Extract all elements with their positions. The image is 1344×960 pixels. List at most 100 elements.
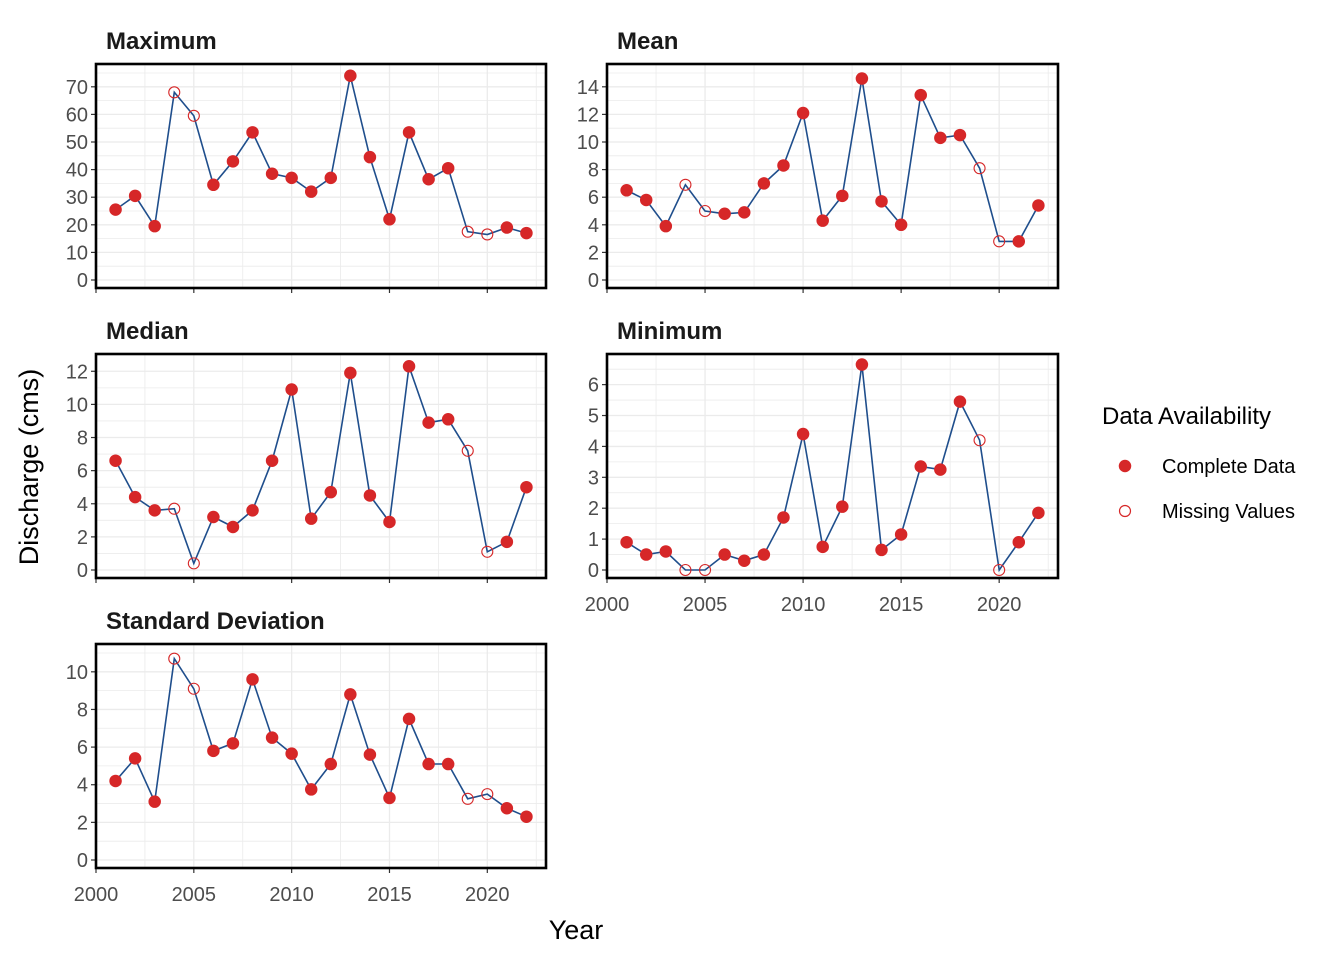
data-point-complete	[109, 203, 122, 216]
panel-border	[94, 352, 548, 580]
gridlines	[607, 354, 1058, 578]
y-tick-label: 60	[66, 104, 88, 126]
legend-label-missing-values: Missing Values	[1162, 501, 1295, 523]
y-tick-label: 14	[577, 77, 599, 99]
data-point-complete	[402, 712, 416, 726]
gridlines	[96, 64, 546, 288]
data-point-missing	[993, 235, 1006, 248]
series-line	[114, 656, 527, 818]
data-point-complete	[441, 161, 455, 175]
y-tick-label: 3	[588, 467, 599, 489]
x-tick-label: 2005	[172, 884, 217, 906]
x-tick-label: 2020	[465, 884, 510, 906]
series-line	[626, 364, 1040, 573]
data-point-missing	[461, 444, 474, 457]
y-tick-label: 12	[66, 361, 88, 383]
data-point-complete	[246, 504, 259, 517]
data-point-complete	[363, 489, 377, 502]
x-tick-label: 2000	[585, 594, 630, 616]
data-point-complete	[383, 791, 396, 805]
data-point-complete	[855, 72, 869, 85]
data-point-missing	[168, 86, 181, 99]
data-point-complete	[265, 167, 279, 180]
y-tick-label: 6	[588, 187, 599, 209]
x-tick-label: 2010	[781, 594, 826, 616]
data-point-complete	[1032, 199, 1045, 212]
data-point-complete	[383, 515, 396, 529]
data-point-complete	[128, 189, 142, 203]
panel-median: Median 0 2 4 6 8 10 12	[66, 318, 548, 583]
data-point-complete	[304, 512, 318, 525]
y-axis-title: Discharge (cms)	[14, 369, 44, 566]
data-point-complete	[324, 757, 338, 771]
x-tick-label: 2010	[269, 884, 314, 906]
data-point-complete	[128, 490, 142, 504]
data-point-complete	[914, 460, 927, 473]
data-point-complete	[620, 184, 633, 197]
data-point-complete	[422, 173, 435, 186]
legend-key-complete-data	[1118, 459, 1132, 473]
x-tick-label: 2015	[879, 594, 924, 616]
panel-title: Mean	[617, 28, 678, 55]
data-point-complete	[402, 360, 416, 373]
panel-title: Minimum	[617, 318, 722, 345]
data-point-complete	[520, 226, 533, 240]
panel-title: Maximum	[106, 28, 217, 55]
panel-title: Standard Deviation	[106, 608, 325, 635]
data-point-missing	[973, 162, 986, 175]
data-point-complete	[304, 783, 318, 796]
data-point-complete	[128, 752, 142, 765]
y-tick-label: 10	[66, 394, 88, 416]
data-point-complete	[207, 744, 220, 758]
panel-maximum: Maximum 0 10 20 30 40 50 60 70	[66, 28, 548, 293]
data-point-complete	[620, 535, 633, 549]
data-point-complete	[738, 206, 751, 219]
y-tick-label: 8	[588, 160, 599, 182]
data-point-complete	[500, 535, 514, 549]
data-point-complete	[777, 159, 790, 172]
y-tick-label: 10	[577, 132, 599, 154]
y-tick-label: 2	[77, 527, 88, 549]
panel-border	[605, 352, 1060, 580]
data-point-complete	[422, 757, 435, 771]
y-tick-label: 70	[66, 77, 88, 99]
data-point-complete	[363, 150, 377, 164]
data-point-complete	[324, 171, 338, 185]
gridlines	[96, 354, 546, 578]
series-line	[626, 78, 1040, 243]
data-point-complete	[148, 219, 161, 233]
data-point-complete	[796, 427, 810, 441]
data-point-complete	[441, 757, 455, 771]
data-point-complete	[796, 106, 810, 120]
data-point-complete	[894, 218, 908, 232]
y-tick-label: 0	[588, 270, 599, 292]
data-point-missing	[698, 204, 712, 218]
y-tick-label: 30	[66, 187, 88, 209]
data-point-complete	[109, 454, 122, 467]
data-point-missing	[973, 434, 986, 447]
y-tick-label: 40	[66, 160, 88, 182]
data-point-missing	[187, 682, 200, 695]
data-point-complete	[344, 69, 357, 83]
data-point-complete	[207, 178, 220, 192]
data-point-complete	[344, 688, 357, 701]
data-point-complete	[914, 88, 927, 102]
data-point-missing	[679, 563, 692, 577]
data-point-missing	[168, 652, 181, 665]
data-point-complete	[520, 480, 533, 494]
data-point-complete	[226, 737, 240, 750]
x-tick-label: 2015	[367, 884, 412, 906]
y-tick-label: 20	[66, 215, 88, 237]
data-point-complete	[816, 540, 829, 554]
x-tick-label: 2000	[74, 884, 119, 906]
data-point-complete	[207, 510, 220, 524]
data-point-missing	[679, 178, 692, 191]
data-point-complete	[855, 358, 869, 371]
y-tick-label: 0	[588, 560, 599, 582]
data-point-complete	[639, 548, 653, 561]
y-tick-label: 8	[77, 428, 88, 450]
data-point-missing	[698, 563, 712, 577]
data-point-complete	[148, 504, 161, 517]
y-tick-label: 4	[588, 436, 599, 458]
